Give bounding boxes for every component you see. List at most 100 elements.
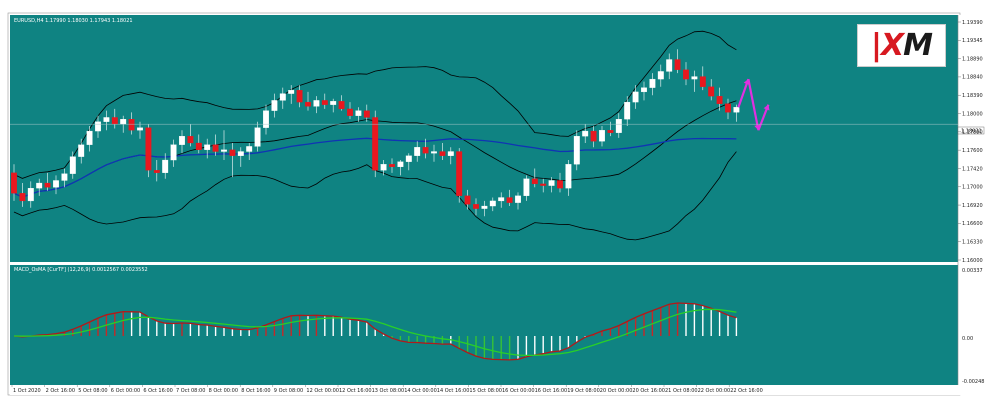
bull-candle (615, 118, 622, 133)
price-axis-label: 1.17890 (962, 130, 983, 136)
bull-candle (666, 59, 673, 72)
bull-candle (573, 136, 580, 165)
xm-logo: |XM (857, 24, 946, 67)
bull-candle (431, 151, 437, 154)
bull-candle (103, 117, 110, 122)
bear-candle (683, 69, 689, 80)
bull-candle (489, 200, 496, 207)
macd-axis-label: 0.00337 (962, 268, 983, 274)
bear-candle (363, 110, 370, 118)
bear-candle (338, 101, 345, 110)
bull-candle (313, 100, 320, 107)
bull-candle (405, 155, 412, 162)
bear-candle (372, 117, 379, 171)
bear-candle (305, 101, 311, 107)
bull-candle (120, 118, 127, 125)
price-axis-labels: 1.19390 1.19345 1.18890 1.18840 1.18390 1.180… (958, 20, 983, 264)
price-axis-label: 1.18000 (962, 111, 983, 117)
bear-candle (321, 100, 328, 105)
time-axis-label: 12 Oct 16:00 (339, 388, 372, 394)
bear-candle (195, 142, 202, 150)
logo-bar-glyph: | (871, 28, 882, 63)
xm-logo-mark: |XM (871, 28, 933, 63)
time-axis-label: 6 Oct 16:00 (143, 388, 172, 394)
bear-candle (153, 170, 160, 173)
price-axis-label: 1.16330 (962, 239, 983, 245)
bear-candle (187, 136, 194, 144)
bull-candle (498, 197, 505, 202)
macd-header: MACD_OsMA [CurTF] (12,26,9) 0.0012567 0.… (14, 267, 148, 273)
bull-candle (523, 178, 530, 196)
bull-candle (380, 164, 387, 171)
bull-candle (271, 100, 278, 111)
price-axis-label: 1.19390 (962, 20, 983, 26)
bull-candle (397, 161, 404, 168)
bear-candle (128, 118, 135, 131)
current-price-tag: 1.18021 (957, 126, 985, 135)
bear-candle (464, 195, 471, 205)
time-axis-label: 14 Oct 16:00 (437, 388, 470, 394)
bear-candle (473, 204, 479, 209)
bull-candle (288, 90, 295, 94)
bull-candle (69, 156, 76, 174)
bull-candle (53, 180, 59, 188)
price-axis-label: 1.16000 (962, 258, 983, 264)
bull-candle (330, 101, 337, 105)
time-axis-label: 8 Oct 16:00 (241, 388, 270, 394)
macd-axis-label: 0.00 (962, 336, 973, 342)
bear-candle (725, 103, 731, 113)
price-axis-label: 1.18390 (962, 93, 983, 99)
bull-candle (649, 78, 656, 88)
bear-candle (11, 172, 17, 194)
bull-candle (36, 182, 43, 189)
macd-panel[interactable] (10, 265, 958, 385)
bear-candle (422, 147, 429, 154)
forecast-leg (747, 78, 760, 131)
price-axis-label: 1.17000 (962, 185, 983, 191)
time-axis-label: 15 Oct 08:00 (469, 388, 502, 394)
bear-candle (506, 197, 513, 203)
price-panel[interactable] (10, 15, 958, 262)
bull-candle (548, 180, 555, 186)
bull-candle (481, 205, 488, 209)
bear-candle (557, 180, 563, 189)
bull-candle (624, 101, 631, 120)
bear-candle (212, 144, 219, 152)
bull-candle (447, 151, 454, 156)
bull-candle (137, 127, 143, 131)
forecast-arrows (737, 78, 770, 131)
logo-m-glyph: M (903, 28, 933, 63)
price-axis (958, 15, 986, 385)
bull-candle (221, 149, 227, 152)
time-axis-label: 1 Oct 2020 (13, 388, 41, 394)
macd-histogram (21, 303, 738, 360)
bear-candle (111, 117, 118, 125)
price-axis-label: 1.19345 (962, 38, 983, 44)
bear-candle (708, 86, 715, 97)
bear-candle (439, 151, 446, 156)
macd-axis-labels: 0.00337 0.00 -0.00248 (962, 268, 984, 385)
bull-candle (657, 71, 664, 80)
time-axis-label: 12 Oct 00:00 (306, 388, 339, 394)
time-axis-label: 2 Oct 16:00 (46, 388, 75, 394)
bear-candle (716, 95, 723, 104)
bull-candle (355, 110, 362, 116)
bull-candle (86, 130, 93, 145)
bull-candle (179, 136, 185, 145)
bear-candle (347, 108, 353, 116)
bear-candle (590, 130, 597, 142)
time-axis-label: 16 Oct 00:00 (502, 388, 535, 394)
bull-candle (61, 173, 68, 181)
price-axis-label: 1.17600 (962, 148, 983, 154)
bull-candle (95, 121, 101, 132)
macd-axis-label: -0.00248 (962, 379, 984, 385)
time-axis-label: 13 Oct 08:00 (372, 388, 405, 394)
bull-candle (582, 130, 589, 137)
bull-candle (414, 147, 421, 156)
forecast-arrowhead (763, 104, 770, 111)
bull-candle (246, 146, 253, 152)
time-axis-label: 20 Oct 16:00 (632, 388, 665, 394)
upper-band (13, 30, 737, 179)
